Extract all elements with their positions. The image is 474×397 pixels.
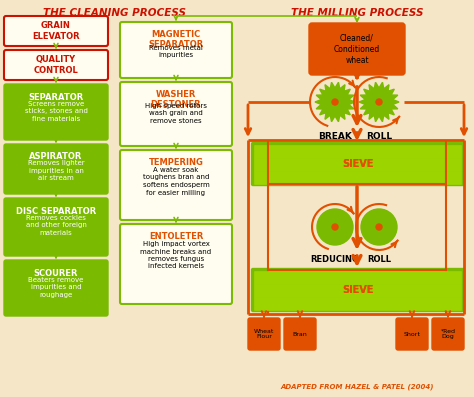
FancyBboxPatch shape [255,285,462,297]
FancyBboxPatch shape [120,150,232,220]
Circle shape [317,209,353,245]
FancyBboxPatch shape [4,260,108,316]
Text: High speed rotors
wash grain and
remove stones: High speed rotors wash grain and remove … [145,103,207,124]
FancyBboxPatch shape [255,297,462,310]
Text: *Red
Dog: *Red Dog [440,329,456,339]
Text: High impact vortex
machine breaks and
removes fungus
infected kernels: High impact vortex machine breaks and re… [140,241,211,270]
FancyBboxPatch shape [120,224,232,304]
FancyBboxPatch shape [255,272,462,285]
FancyBboxPatch shape [252,143,465,185]
Text: SIEVE: SIEVE [342,159,374,169]
Text: Beaters remove
impurities and
roughage: Beaters remove impurities and roughage [28,277,84,298]
FancyBboxPatch shape [4,16,108,46]
Circle shape [376,99,382,105]
Text: Removes cockles
and other foreign
materials: Removes cockles and other foreign materi… [26,215,86,236]
FancyBboxPatch shape [120,82,232,146]
Text: SIEVE: SIEVE [342,285,374,295]
Circle shape [376,224,382,230]
FancyBboxPatch shape [255,172,462,185]
Polygon shape [359,82,399,122]
FancyBboxPatch shape [4,144,108,194]
Text: ADAPTED FROM HAZEL & PATEL (2004): ADAPTED FROM HAZEL & PATEL (2004) [280,384,434,390]
Text: SEPARATOR: SEPARATOR [28,93,83,102]
Text: DISC SEPARATOR: DISC SEPARATOR [16,207,96,216]
Text: THE CLEANING PROCESS: THE CLEANING PROCESS [44,8,186,18]
Circle shape [361,209,397,245]
Text: SIEVE: SIEVE [342,285,374,295]
Circle shape [332,99,338,105]
Text: TEMPERING: TEMPERING [148,158,203,167]
Text: WASHER
DESTONER: WASHER DESTONER [151,90,201,110]
Text: THE MILLING PROCESS: THE MILLING PROCESS [291,8,423,18]
Text: Wheat
Flour: Wheat Flour [254,329,274,339]
Text: SIEVE: SIEVE [342,159,374,169]
FancyBboxPatch shape [4,50,108,80]
FancyBboxPatch shape [284,318,316,350]
Polygon shape [315,82,355,122]
Text: ASPIRATOR: ASPIRATOR [29,152,82,161]
FancyBboxPatch shape [248,318,280,350]
Text: Cleaned/
Conditioned
wheat: Cleaned/ Conditioned wheat [334,33,380,65]
Text: Bran: Bran [292,331,307,337]
FancyBboxPatch shape [4,84,108,140]
Text: A water soak
toughens bran and
softens endosperm
for easier milling: A water soak toughens bran and softens e… [143,167,210,195]
Text: GRAIN
ELEVATOR: GRAIN ELEVATOR [32,21,80,41]
Text: REDUCING: REDUCING [310,255,359,264]
FancyBboxPatch shape [252,268,465,312]
Text: ENTOLETER: ENTOLETER [149,232,203,241]
Text: Screens remove
sticks, stones and
fine materials: Screens remove sticks, stones and fine m… [25,101,87,122]
FancyBboxPatch shape [4,198,108,256]
Text: Removes metal
impurities: Removes metal impurities [149,45,203,58]
FancyBboxPatch shape [396,318,428,350]
FancyBboxPatch shape [120,22,232,78]
Text: ROLL: ROLL [366,132,392,141]
Circle shape [332,224,338,230]
Text: SCOURER: SCOURER [34,269,78,278]
FancyBboxPatch shape [255,158,462,172]
Text: ROLL: ROLL [367,255,391,264]
Text: QUALITY
CONTROL: QUALITY CONTROL [34,55,78,75]
FancyBboxPatch shape [432,318,464,350]
Text: BREAK: BREAK [318,132,352,141]
Text: MAGNETIC
SEPARATOR: MAGNETIC SEPARATOR [148,30,204,49]
Text: Short: Short [403,331,420,337]
Text: Removes lighter
impurities in an
air stream: Removes lighter impurities in an air str… [27,160,84,181]
FancyBboxPatch shape [255,145,462,158]
FancyBboxPatch shape [309,23,405,75]
